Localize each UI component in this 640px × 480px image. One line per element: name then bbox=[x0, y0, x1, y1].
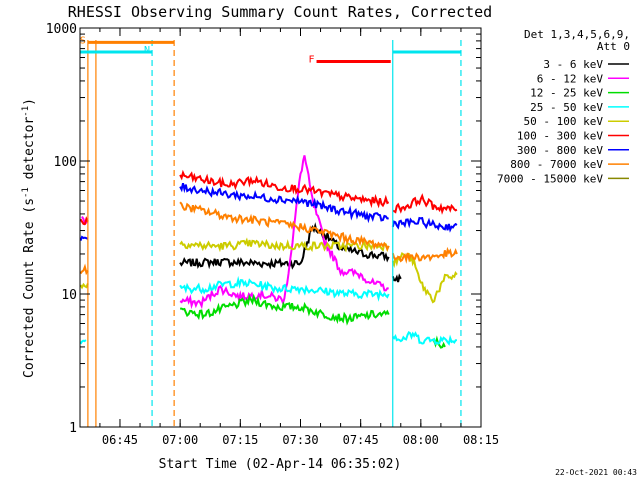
plot-frame bbox=[79, 27, 482, 428]
x-tick-label-6: 08:15 bbox=[463, 433, 499, 447]
series-line-3-1 bbox=[79, 339, 87, 345]
series-line-7-1 bbox=[79, 263, 89, 276]
series-line-7-2 bbox=[391, 246, 458, 264]
series-line-6-1 bbox=[79, 235, 89, 241]
series-line-0-1 bbox=[391, 273, 402, 283]
series-line-6-0 bbox=[179, 182, 389, 224]
series-line-0-0 bbox=[179, 222, 390, 270]
series-layer bbox=[79, 155, 458, 349]
series-line-2-0 bbox=[180, 293, 390, 326]
legend-label-1: 6 - 12 keV bbox=[537, 72, 604, 85]
x-tick-label-5: 08:00 bbox=[403, 433, 439, 447]
x-tick-label-4: 07:45 bbox=[343, 433, 379, 447]
legend-label-4: 50 - 100 keV bbox=[524, 115, 604, 128]
flags-layer: SNF bbox=[80, 35, 462, 427]
series-line-6-2 bbox=[391, 216, 458, 233]
series-line-5-0 bbox=[179, 169, 390, 209]
flag-label-1: N bbox=[144, 45, 150, 56]
series-line-5-1 bbox=[79, 216, 89, 226]
series-line-4-2 bbox=[391, 251, 458, 304]
legend-label-8: 7000 - 15000 keV bbox=[497, 172, 603, 185]
series-line-4-0 bbox=[179, 237, 390, 253]
series-line-3-0 bbox=[179, 275, 390, 302]
x-tick-label-1: 07:00 bbox=[162, 433, 198, 447]
x-tick-label-0: 06:45 bbox=[102, 433, 138, 447]
legend-header-line1: Det 1,3,4,5,6,9, bbox=[524, 28, 630, 41]
y-axis-label: Corrected Count Rate (s-1 detector-1) bbox=[21, 98, 37, 378]
x-tick-label-2: 07:15 bbox=[222, 433, 258, 447]
series-line-7-0 bbox=[179, 201, 390, 252]
legend-label-7: 800 - 7000 keV bbox=[510, 158, 603, 171]
y-tick-label-1: 10 bbox=[61, 288, 77, 303]
series-line-3-2 bbox=[392, 330, 458, 346]
x-axis-label: Start Time (02-Apr-14 06:35:02) bbox=[159, 457, 402, 472]
legend-label-6: 300 - 800 keV bbox=[517, 144, 603, 157]
legend-label-0: 3 - 6 keV bbox=[543, 58, 603, 71]
axes-layer: 06:45 07:00 07:15 07:30 07:45 08:00 08:15 1 10 10… bbox=[46, 22, 499, 447]
series-line-4-1 bbox=[79, 282, 89, 290]
timestamp: 22-Oct-2021 00:43 bbox=[555, 468, 637, 477]
legend-header-line2: Att 0 bbox=[597, 40, 630, 53]
x-tick-label-3: 07:30 bbox=[282, 433, 318, 447]
legend-label-3: 25 - 50 keV bbox=[530, 101, 603, 114]
y-tick-label-0: 1 bbox=[69, 421, 77, 436]
chart-title: RHESSI Observing Summary Count Rates, Co… bbox=[68, 3, 492, 21]
series-line-5-2 bbox=[392, 193, 458, 215]
legend-label-2: 12 - 25 keV bbox=[530, 87, 603, 100]
y-tick-label-2: 100 bbox=[54, 155, 77, 170]
legend-label-5: 100 - 300 keV bbox=[517, 130, 603, 143]
y-tick-label-3: 1000 bbox=[46, 22, 77, 37]
flag-label-2: F bbox=[309, 54, 315, 65]
